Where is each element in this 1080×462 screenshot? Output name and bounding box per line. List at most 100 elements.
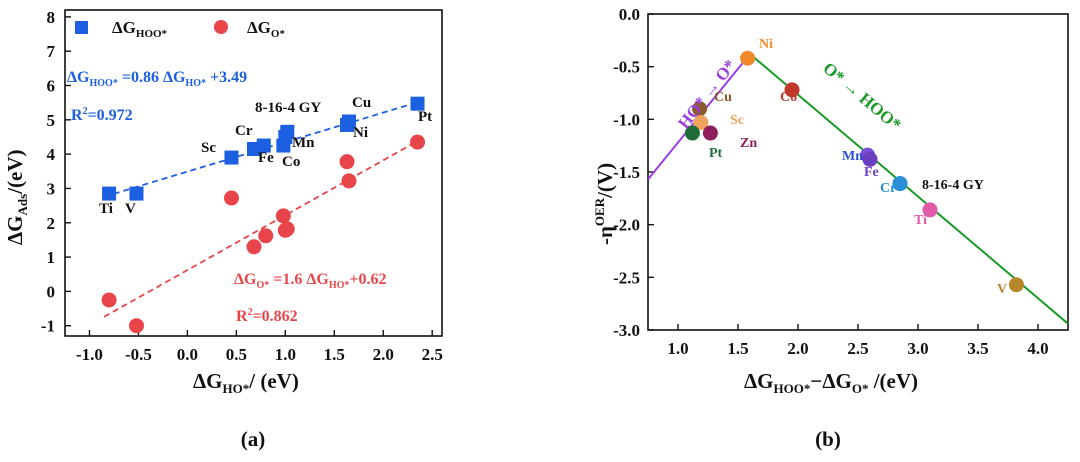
b-label-ni: Ni (759, 37, 773, 52)
panel-b-chart: 0.0 -0.5 -1.0 -1.5 -2.0 -2.5 -3.0 1.0 1.5 2.0 2.5… (592, 5, 1069, 451)
volcano-point-pt (684, 125, 700, 141)
b-label-pt: Pt (709, 146, 723, 161)
volcano-point-cu (692, 101, 708, 117)
y-tick-label: 5 (47, 111, 56, 130)
y-tick-label: 2 (47, 214, 56, 233)
hoo-point (280, 124, 295, 139)
x-tick-label: 1.5 (727, 339, 748, 358)
x-tick-label: 1.5 (324, 345, 345, 364)
b-label-fe: Fe (864, 165, 879, 180)
point-label-cr: Cr (235, 123, 253, 139)
volcano-point-8-16-4-gy (892, 176, 908, 192)
y-tick-label: -1.5 (613, 163, 640, 182)
panel-a-data-points (101, 96, 426, 334)
y-tick-label: -2.0 (613, 216, 640, 235)
o-point (275, 208, 291, 224)
x-tick-label: 2.0 (373, 345, 394, 364)
hoo-point (102, 186, 117, 201)
y-tick-label: 6 (47, 76, 56, 95)
x-tick-label: 2.0 (787, 339, 808, 358)
o-point (341, 173, 357, 189)
b-label-co: Co (780, 90, 797, 105)
o-point (279, 221, 295, 237)
y-tick-label: 1 (47, 248, 56, 267)
y-tick-label: -1.0 (613, 110, 640, 129)
panel-b-data-points (684, 50, 1024, 293)
x-tick-label: -0.5 (125, 345, 152, 364)
legend-label-o: ΔGO* (247, 18, 285, 40)
volcano-point-sc (693, 114, 709, 130)
fit-r2-hoo: R2=0.972 (71, 106, 133, 124)
hoo-point (224, 150, 239, 165)
point-label-ti: Ti (99, 201, 113, 217)
panel-a-y-axis: -1 0 1 2 3 4 5 6 7 8 (41, 8, 71, 336)
fit-equation-hoo: ΔGHOO* =0.86 ΔGHO* +3.49 (67, 69, 247, 89)
point-label-fe: Fe (258, 150, 274, 166)
x-tick-label: 0.0 (177, 345, 198, 364)
volcano-point-zn (702, 125, 718, 141)
o-point (223, 190, 239, 206)
panel-a-point-labels: Ti V Sc Cr Fe Co Mn 8-16-4 GY Cu Ni Pt (99, 95, 432, 217)
b-label-8-16-4-gy: 8-16-4 GY (922, 178, 984, 193)
panel-a-chart: -1 0 1 2 3 4 5 6 7 8 -1.0 -0.5 0.0 0.5 1.0 1.5 2.0 2.5 Δ… (3, 8, 443, 451)
volcano-point-ti (922, 202, 938, 218)
y-tick-label: 0 (47, 282, 56, 301)
volcano-point-v (1008, 277, 1024, 293)
b-label-v: V (997, 282, 1007, 297)
x-tick-label: 3.5 (967, 339, 988, 358)
point-label-pt: Pt (418, 109, 432, 125)
o-point (258, 228, 274, 244)
b-label-mn: Mn (842, 149, 863, 164)
legend-marker-hoo (75, 21, 88, 34)
hoo-point (410, 96, 425, 111)
x-tick-label: 2.5 (847, 339, 868, 358)
b-label-cr: Cr (880, 181, 896, 196)
panel-a-plot-frame (64, 9, 443, 337)
fit-equation-o: ΔGO* =1.6 ΔGHO*+0.62 (234, 271, 387, 291)
o-point (128, 318, 144, 334)
x-tick-label: -1.0 (76, 345, 103, 364)
y-tick-label: 7 (47, 42, 56, 61)
x-tick-label: 0.5 (226, 345, 247, 364)
y-tick-label: -0.5 (613, 58, 640, 77)
panel-b-y-axis: 0.0 -0.5 -1.0 -1.5 -2.0 -2.5 -3.0 (613, 5, 654, 340)
y-tick-label: 0.0 (619, 5, 640, 24)
y-tick-label: -1 (41, 317, 55, 336)
panel-a-legend: ΔGHOO* ΔGO* (75, 18, 285, 40)
y-tick-label: 3 (47, 179, 56, 198)
b-label-ti: Ti (914, 213, 927, 228)
x-tick-label: 1.0 (275, 345, 296, 364)
fit-r2-o: R2=0.862 (236, 307, 298, 325)
b-label-sc: Sc (730, 113, 744, 128)
hoo-point (256, 138, 271, 153)
hoo-point (341, 114, 356, 129)
point-label-co: Co (282, 154, 300, 170)
panel-b-x-axis: 1.0 1.5 2.0 2.5 3.0 3.5 4.0 (667, 324, 1049, 358)
panel-b-caption: (b) (815, 427, 841, 451)
point-label-mn: Mn (292, 135, 315, 151)
volcano-point-co (784, 82, 800, 98)
point-label-ni: Ni (353, 125, 368, 141)
b-label-cu: Cu (714, 90, 732, 105)
volcano-point-fe (862, 151, 878, 167)
x-tick-label: 2.5 (422, 345, 443, 364)
panel-b-point-labels: Ni Co Cu Sc Pt Zn Mn Fe Cr 8-16-4 GY Ti … (709, 37, 1007, 297)
hoo-point (129, 186, 144, 201)
panel-b-y-axis-title: -ηOER/(V) (592, 163, 617, 245)
o-point (410, 134, 426, 150)
panel-a-x-axis: -1.0 -0.5 0.0 0.5 1.0 1.5 2.0 2.5 (76, 330, 443, 364)
o-point (339, 154, 355, 170)
o-point (101, 292, 117, 308)
panel-a-y-axis-title: ΔGAds/(eV) (3, 149, 30, 245)
b-label-zn: Zn (740, 136, 757, 151)
y-tick-label: -2.5 (613, 268, 640, 287)
point-label-v: V (125, 201, 136, 217)
legend-label-hoo: ΔGHOO* (112, 18, 168, 40)
point-label-sc: Sc (201, 140, 216, 156)
panel-a-caption: (a) (241, 427, 266, 451)
panel-b-x-axis-title: ΔGHOO*−ΔGO* /(eV) (744, 369, 918, 396)
y-tick-label: -3.0 (613, 321, 640, 340)
o-point (246, 239, 262, 255)
x-tick-label: 3.0 (907, 339, 928, 358)
